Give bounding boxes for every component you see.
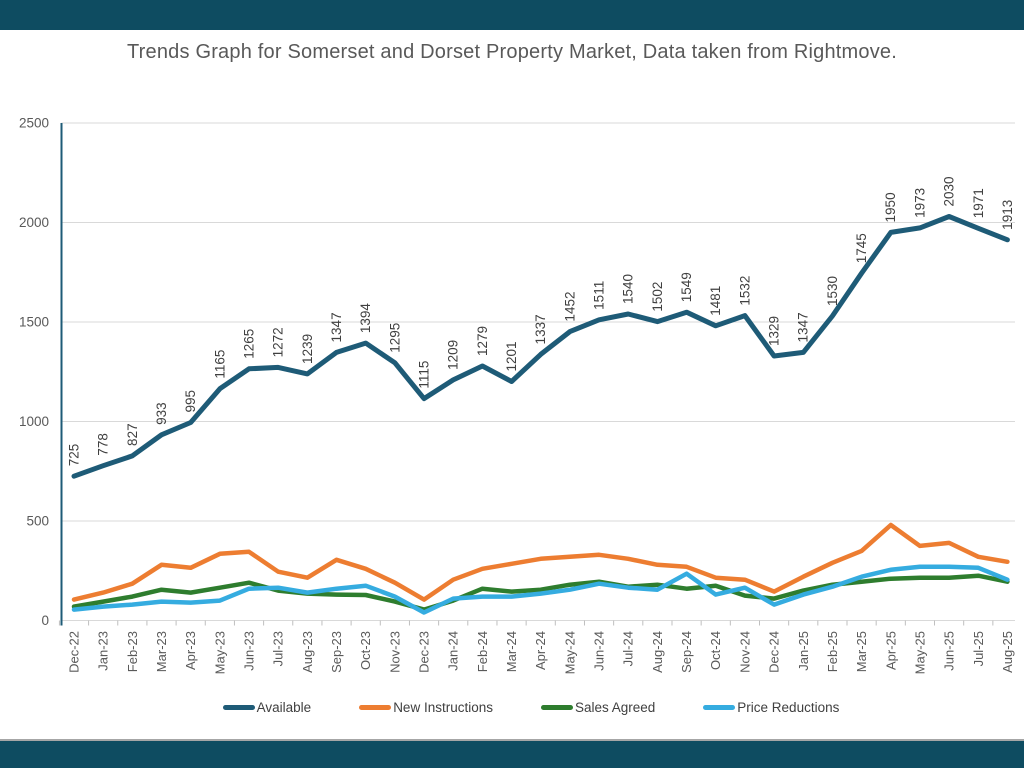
y-axis-label: 1000: [19, 414, 49, 429]
data-label: 778: [96, 433, 111, 456]
data-label: 1511: [592, 281, 607, 310]
data-label: 1295: [387, 323, 402, 353]
x-axis-label: Jan-24: [446, 631, 461, 671]
x-axis-label: Mar-25: [854, 631, 869, 672]
data-label: 1165: [212, 350, 227, 379]
x-axis-label: Aug-24: [650, 631, 665, 673]
data-label: 1115: [417, 361, 432, 389]
data-label: 1530: [825, 276, 840, 306]
x-axis-label: Feb-24: [475, 631, 490, 672]
data-label: 1549: [679, 272, 694, 302]
chart-legend: Available New Instructions Sales Agreed Pri…: [0, 700, 1024, 715]
y-axis-label: 2500: [19, 116, 49, 131]
data-label: 995: [183, 390, 198, 413]
trends-chart: 0 500 1000 1500 2000 2500 Dec-22 Jan-23 Feb-23 Ma…: [19, 116, 1015, 674]
x-axis-label: May-25: [912, 631, 927, 674]
x-axis-label: Sep-24: [679, 631, 694, 673]
x-axis-label: May-24: [562, 631, 577, 674]
legend-item-price-reductions: Price Reductions: [703, 700, 839, 715]
x-axis-label: Dec-23: [417, 631, 432, 673]
x-axis-label: Sep-23: [329, 631, 344, 673]
x-axis-label: Nov-24: [737, 631, 752, 673]
x-axis-label: Jul-23: [271, 631, 286, 666]
x-axis-label: Apr-23: [183, 631, 198, 670]
x-axis-label: Jun-24: [592, 631, 607, 671]
data-label: 1265: [242, 329, 257, 359]
data-label: 1347: [796, 312, 811, 342]
x-axis-label: Aug-23: [300, 631, 315, 673]
data-label: 1272: [271, 327, 286, 357]
series-line-new-instructions: [71, 522, 1010, 602]
legend-swatch: [222, 705, 255, 710]
chart-title: Trends Graph for Somerset and Dorset Pro…: [126, 41, 897, 63]
x-axis-label: Jul-24: [621, 631, 636, 666]
data-label: 1950: [883, 192, 898, 222]
data-label: 1201: [504, 341, 519, 371]
x-axis-label: Mar-24: [504, 631, 519, 672]
series-line-price-reductions: [71, 564, 1010, 615]
y-axis-label: 0: [41, 613, 49, 628]
x-axis-label: Feb-25: [825, 631, 840, 672]
legend-item-sales-agreed: Sales Agreed: [540, 700, 656, 715]
y-axis-label: 1500: [19, 315, 49, 330]
legend-item-new-instructions: New Instructions: [359, 700, 493, 715]
x-axis-label: Nov-23: [387, 631, 402, 673]
data-label: 1239: [300, 334, 315, 364]
legend-label: Available: [256, 700, 312, 715]
data-label: 1329: [767, 316, 782, 346]
data-label: 1347: [329, 312, 344, 342]
data-label: 1209: [446, 340, 461, 370]
legend-label: New Instructions: [393, 700, 493, 715]
x-axis-label: Dec-22: [67, 631, 82, 673]
data-label: 1745: [854, 233, 869, 263]
x-axis-label: Dec-24: [767, 631, 782, 673]
x-axis-label: Oct-23: [358, 631, 373, 670]
data-label: 1913: [1000, 200, 1015, 230]
series-line-sales-agreed: [71, 573, 1010, 612]
x-axis-label: Jul-25: [971, 631, 986, 666]
x-axis-label: Feb-23: [125, 631, 140, 672]
bottom-banner-bar: [0, 741, 1024, 768]
x-axis-label: Apr-24: [533, 631, 548, 670]
data-label: 1973: [912, 188, 927, 218]
x-axis-label: Jan-25: [796, 631, 811, 671]
y-axis-label: 2000: [19, 215, 49, 230]
bottom-divider-line: [0, 739, 1024, 741]
x-axis-label: Mar-23: [154, 631, 169, 672]
data-label: 725: [67, 444, 82, 467]
data-label: 827: [125, 423, 140, 446]
legend-swatch: [703, 705, 736, 710]
data-label: 1279: [475, 326, 490, 356]
series-line-available: [71, 214, 1010, 479]
data-label: 933: [154, 402, 169, 425]
x-axis-label: Oct-24: [708, 631, 723, 670]
legend-item-available: Available: [222, 700, 312, 715]
legend-swatch: [359, 705, 392, 710]
legend-swatch: [540, 705, 573, 710]
x-axis-label: Aug-25: [1000, 631, 1015, 673]
legend-label: Price Reductions: [737, 700, 840, 715]
x-axis-label: Jun-23: [242, 631, 257, 671]
data-label: 1337: [533, 314, 548, 344]
x-axis-label: Jan-23: [96, 631, 111, 671]
x-axis-label: Apr-25: [883, 631, 898, 670]
data-label: 1540: [621, 274, 636, 304]
y-axis-label: 500: [26, 514, 49, 529]
x-axis-label: Jun-25: [942, 631, 957, 671]
data-label: 1394: [358, 303, 373, 334]
data-label: 1971: [971, 188, 986, 218]
top-banner-bar: [0, 0, 1024, 30]
data-label: 1502: [650, 282, 665, 312]
x-axis-label: May-23: [212, 631, 227, 674]
legend-label: Sales Agreed: [574, 700, 656, 715]
data-label: 1452: [562, 292, 577, 322]
data-label: 2030: [942, 176, 957, 206]
data-label: 1481: [708, 286, 723, 316]
data-label: 1532: [737, 276, 752, 306]
